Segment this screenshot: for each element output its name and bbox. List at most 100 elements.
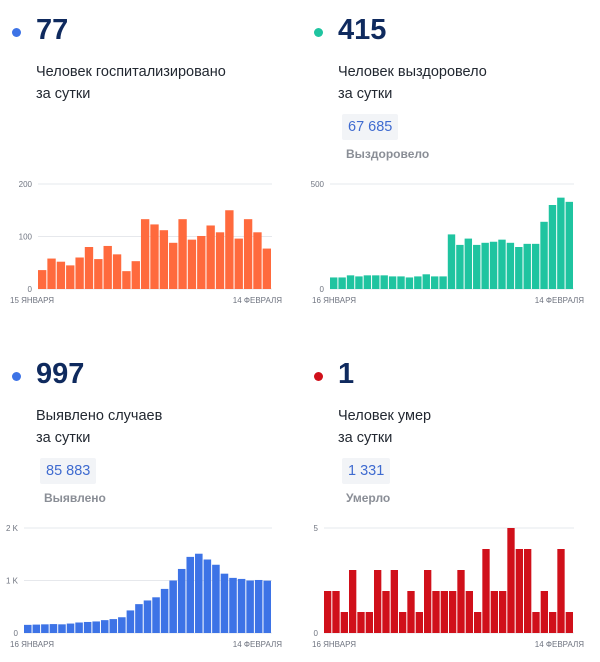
bar <box>414 276 422 289</box>
bar <box>515 549 523 633</box>
total-badge: 85 883 <box>40 458 97 484</box>
bar <box>490 591 498 633</box>
bar <box>177 568 186 633</box>
bar <box>229 577 237 634</box>
bar <box>253 232 262 289</box>
bar <box>195 553 203 633</box>
bar <box>498 239 506 289</box>
bar <box>84 247 94 289</box>
y-tick-label: 200 <box>19 180 33 189</box>
bar <box>103 245 112 289</box>
bar <box>92 621 100 633</box>
caption: Выявлено случаев за сутки <box>36 405 286 449</box>
headline: 1 <box>312 352 582 396</box>
bar <box>66 623 75 633</box>
dot-icon <box>12 372 21 381</box>
bar <box>499 591 507 633</box>
bar <box>515 247 523 289</box>
caption-line-1: Человек умер <box>338 408 432 424</box>
bar <box>330 277 338 289</box>
bar <box>100 620 109 633</box>
bar <box>363 275 372 289</box>
y-tick-label: 0 <box>314 629 319 638</box>
bar <box>169 242 178 289</box>
bar <box>346 275 355 289</box>
bar <box>83 621 92 633</box>
bar <box>397 276 405 289</box>
bar <box>112 254 122 289</box>
bar <box>465 591 473 633</box>
bar <box>131 261 140 289</box>
bar <box>41 624 49 633</box>
bar <box>524 549 532 633</box>
bar <box>109 619 118 633</box>
bar <box>388 276 397 289</box>
bar <box>169 580 177 633</box>
x-end-label: 14 ФЕВРАЛЯ <box>535 640 584 649</box>
bar <box>439 276 447 289</box>
bar <box>549 612 557 633</box>
caption: Человек умер за сутки <box>338 405 588 449</box>
bar <box>197 235 206 289</box>
bar <box>263 580 271 633</box>
y-tick-label: 100 <box>19 233 33 242</box>
bar <box>66 265 75 290</box>
y-tick-label: 5 <box>314 524 319 533</box>
caption-line-1: Человек госпитализировано <box>36 64 226 80</box>
x-start-label: 16 ЯНВАРЯ <box>312 640 356 649</box>
bar <box>332 591 340 633</box>
bar <box>531 243 540 289</box>
bar <box>56 261 66 289</box>
bar <box>159 230 169 289</box>
total-label: Выявлено <box>44 491 106 505</box>
bar <box>532 612 540 633</box>
headline: 77 <box>10 8 280 52</box>
bar <box>464 238 473 289</box>
bar <box>324 591 332 633</box>
bar <box>186 556 195 634</box>
bar <box>262 248 271 289</box>
bar <box>507 528 515 633</box>
caption: Человек госпитализировано за сутки <box>36 61 286 105</box>
x-start-label: 16 ЯНВАРЯ <box>312 296 356 305</box>
bar <box>118 617 126 633</box>
headline: 415 <box>312 8 582 52</box>
bar <box>407 591 415 633</box>
bar <box>94 259 103 289</box>
bar <box>220 573 229 633</box>
daily-value: 77 <box>36 14 69 46</box>
bar <box>449 591 457 633</box>
daily-value: 1 <box>338 358 355 390</box>
x-start-label: 15 ЯНВАРЯ <box>10 296 54 305</box>
bar <box>355 276 363 289</box>
bar <box>565 612 573 633</box>
bar <box>457 570 465 633</box>
bar <box>473 244 481 289</box>
bar <box>481 242 489 289</box>
bar <box>456 244 464 289</box>
bar <box>237 578 246 633</box>
bar <box>540 591 548 633</box>
total-label: Выздоровело <box>346 147 430 161</box>
caption-line-2: за сутки <box>36 86 91 102</box>
dot-icon <box>12 28 21 37</box>
bar <box>32 624 41 633</box>
bar <box>243 219 253 289</box>
bar <box>206 225 215 289</box>
bar <box>38 270 47 289</box>
bar <box>126 610 135 633</box>
caption-line-2: за сутки <box>36 430 91 446</box>
y-tick-label: 0 <box>28 285 33 294</box>
total-badge: 67 685 <box>342 114 399 140</box>
y-tick-label: 2 K <box>6 524 19 533</box>
bar <box>160 588 169 633</box>
dot-icon <box>314 28 323 37</box>
bar <box>135 604 143 634</box>
bar <box>152 597 160 633</box>
bar <box>424 570 432 633</box>
bar <box>447 234 456 289</box>
bar <box>140 219 150 289</box>
bar <box>254 579 263 633</box>
bar <box>506 242 515 289</box>
bar <box>349 570 357 633</box>
